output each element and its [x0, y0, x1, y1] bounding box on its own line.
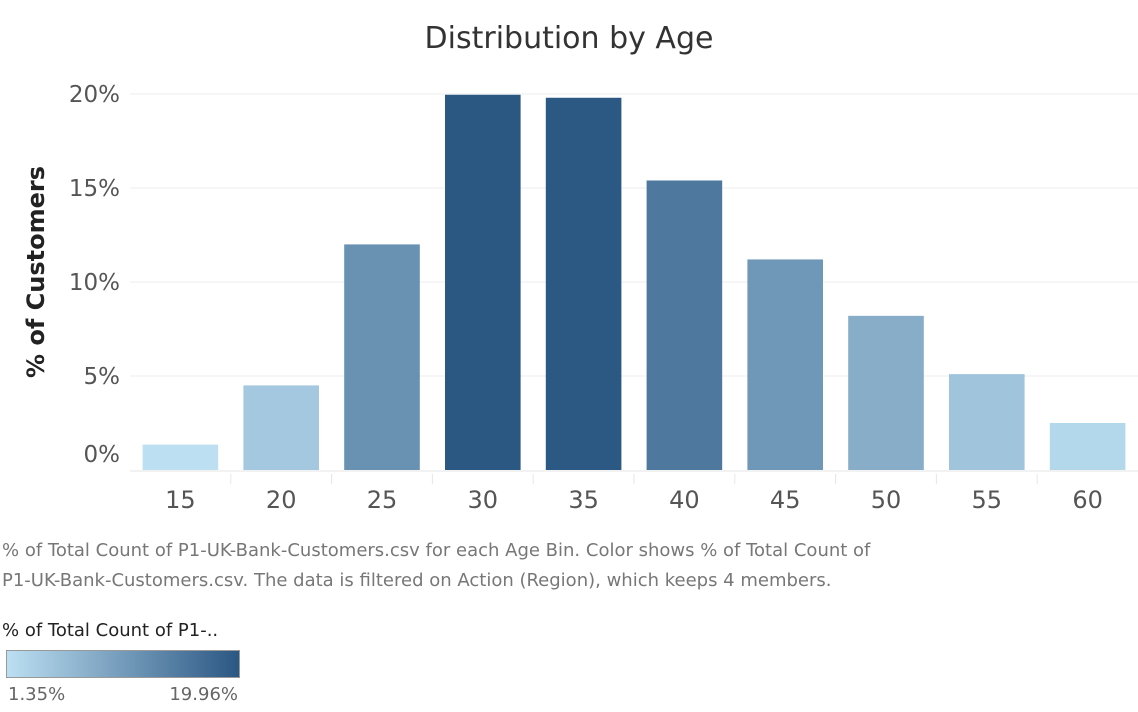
bar-age-20[interactable]	[243, 385, 319, 470]
x-tick-label: 55	[972, 486, 1003, 514]
bar-age-55[interactable]	[949, 374, 1025, 470]
x-tick-label: 60	[1072, 486, 1103, 514]
chart-caption: % of Total Count of P1-UK-Bank-Customers…	[2, 536, 1102, 596]
x-tick-label: 15	[165, 486, 196, 514]
y-tick-label: 15%	[69, 176, 120, 202]
x-tick-label: 45	[770, 486, 801, 514]
caption-line-2: P1-UK-Bank-Customers.csv. The data is fi…	[2, 570, 832, 591]
chart-title: Distribution by Age	[425, 21, 714, 56]
chart: Distribution by Age % of Customers 0% 5% 1…	[22, 21, 1138, 514]
x-axis-ticks: 15 20 25 30 35 40 45 50 55 60	[165, 474, 1103, 514]
y-axis-ticks: 0% 5% 10% 15% 20%	[69, 82, 120, 468]
legend-title: % of Total Count of P1-..	[2, 620, 219, 641]
y-axis-label: % of Customers	[22, 166, 50, 378]
bar-age-60[interactable]	[1049, 423, 1126, 470]
legend-max-label: 19.96%	[169, 684, 238, 705]
y-tick-label: 20%	[69, 82, 120, 108]
bar-age-40[interactable]	[646, 180, 723, 471]
x-tick-label: 50	[871, 486, 902, 514]
caption-line-1: % of Total Count of P1-UK-Bank-Customers…	[2, 540, 871, 561]
y-tick-label: 10%	[69, 270, 120, 296]
bar-age-35[interactable]	[545, 97, 622, 470]
bars	[142, 94, 1126, 471]
x-tick-label: 20	[266, 486, 297, 514]
legend-min-label: 1.35%	[8, 684, 66, 705]
bar-age-45[interactable]	[747, 259, 823, 470]
bar-age-15[interactable]	[142, 444, 219, 470]
x-tick-label: 25	[367, 486, 398, 514]
bar-age-30[interactable]	[445, 94, 521, 470]
bar-age-50[interactable]	[848, 315, 924, 470]
y-tick-label: 0%	[84, 442, 121, 468]
y-tick-label: 5%	[84, 364, 121, 390]
legend-gradient-bar	[6, 650, 240, 678]
x-tick-label: 35	[568, 486, 599, 514]
bar-age-25[interactable]	[344, 244, 420, 470]
x-tick-label: 40	[669, 486, 700, 514]
color-legend: % of Total Count of P1-.. 1.35% 19.96%	[2, 620, 302, 710]
x-tick-label: 30	[468, 486, 499, 514]
